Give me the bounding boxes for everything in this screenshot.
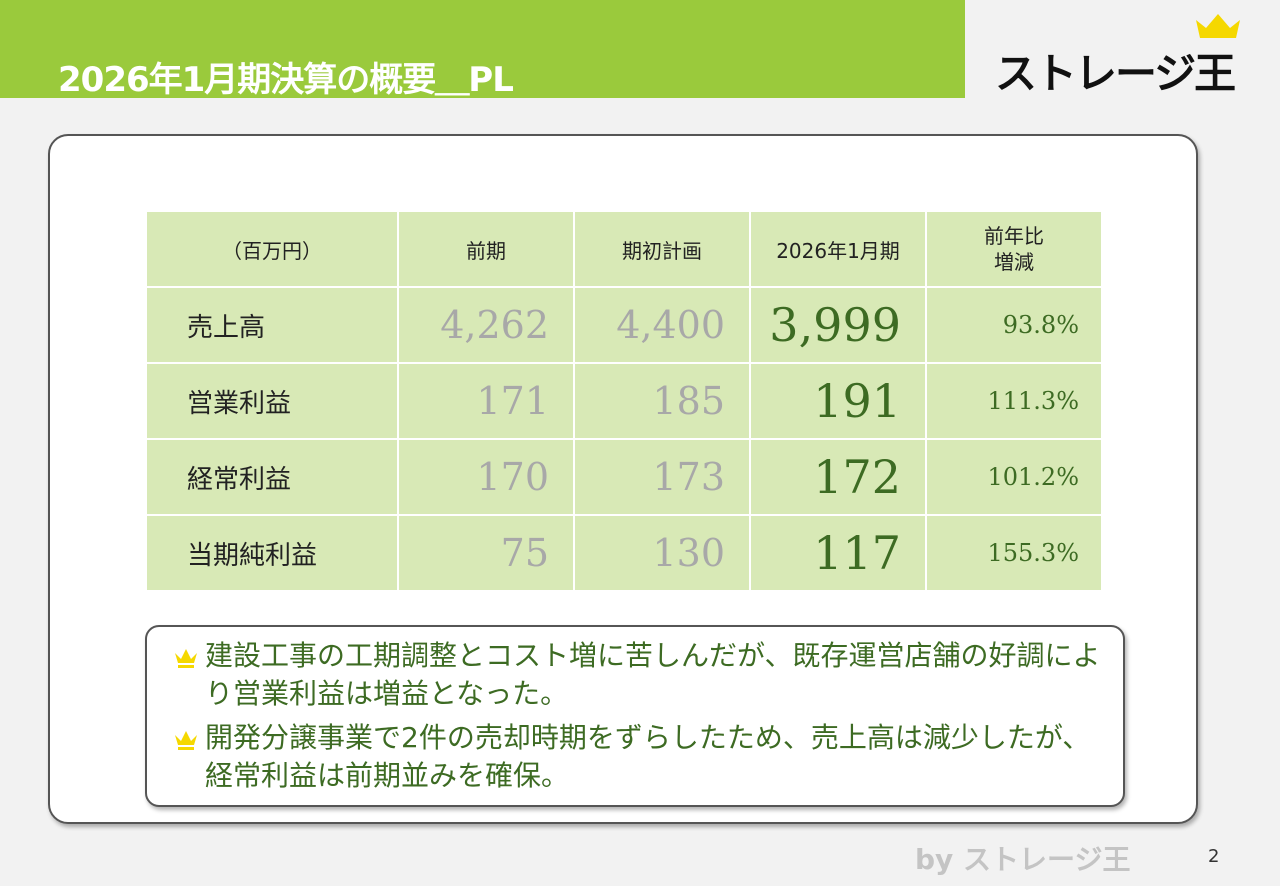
actual-value: 191 (749, 362, 927, 440)
unit-header: （百万円） (145, 210, 399, 288)
prev-header: 前期 (397, 210, 575, 288)
plan-header: 期初計画 (573, 210, 751, 288)
crown-bullet-icon (175, 731, 197, 750)
notes-box: 建設工事の工期調整とコスト増に苦しんだが、既存運営店舗の好調により営業利益は増益… (145, 625, 1125, 807)
table-row: 経常利益 170 173 172 101.2% (145, 438, 1103, 516)
note-text: 建設工事の工期調整とコスト増に苦しんだが、既存運営店舗の好調により営業利益は増益… (205, 639, 1101, 710)
footer-logo: by ストレージ王 (915, 843, 1131, 876)
prev-value: 171 (397, 362, 575, 440)
yoy-header: 前年比 増減 (925, 210, 1103, 288)
page-number: 2 (1208, 846, 1220, 867)
actual-value: 172 (749, 438, 927, 516)
row-label: 売上高 (145, 286, 399, 364)
row-label: 営業利益 (145, 362, 399, 440)
plan-value: 130 (573, 514, 751, 592)
table-row: 当期純利益 75 130 117 155.3% (145, 514, 1103, 592)
note-text: 開発分譲事業で2件の売却時期をずらしたため、売上高は減少したが、経常利益は前期並… (205, 721, 1091, 792)
actual-value: 117 (749, 514, 927, 592)
table-row: 売上高 4,262 4,400 3,999 93.8% (145, 286, 1103, 364)
actual-value: 3,999 (749, 286, 927, 364)
yoy-value: 155.3% (925, 514, 1103, 592)
prev-value: 170 (397, 438, 575, 516)
title-banner (0, 0, 965, 98)
table-row: 営業利益 171 185 191 111.3% (145, 362, 1103, 440)
yoy-value: 101.2% (925, 438, 1103, 516)
page-title: 2026年1月期決算の概要＿PL (58, 60, 514, 100)
crown-bullet-icon (175, 649, 197, 668)
row-label: 経常利益 (145, 438, 399, 516)
note-item: 建設工事の工期調整とコスト増に苦しんだが、既存運営店舗の好調により営業利益は増益… (173, 637, 1103, 713)
yoy-value: 111.3% (925, 362, 1103, 440)
logo: ストレージ王 (995, 49, 1236, 98)
table-header-row: （百万円） 前期 期初計画 2026年1月期 前年比 増減 (145, 210, 1103, 288)
pl-table: （百万円） 前期 期初計画 2026年1月期 前年比 増減 売上高 4,262 4,… (145, 210, 1103, 592)
plan-value: 4,400 (573, 286, 751, 364)
plan-value: 173 (573, 438, 751, 516)
note-item: 開発分譲事業で2件の売却時期をずらしたため、売上高は減少したが、経常利益は前期並… (173, 719, 1103, 795)
prev-value: 75 (397, 514, 575, 592)
crown-icon (1196, 14, 1240, 38)
actual-header: 2026年1月期 (749, 210, 927, 288)
yoy-value: 93.8% (925, 286, 1103, 364)
plan-value: 185 (573, 362, 751, 440)
row-label: 当期純利益 (145, 514, 399, 592)
prev-value: 4,262 (397, 286, 575, 364)
